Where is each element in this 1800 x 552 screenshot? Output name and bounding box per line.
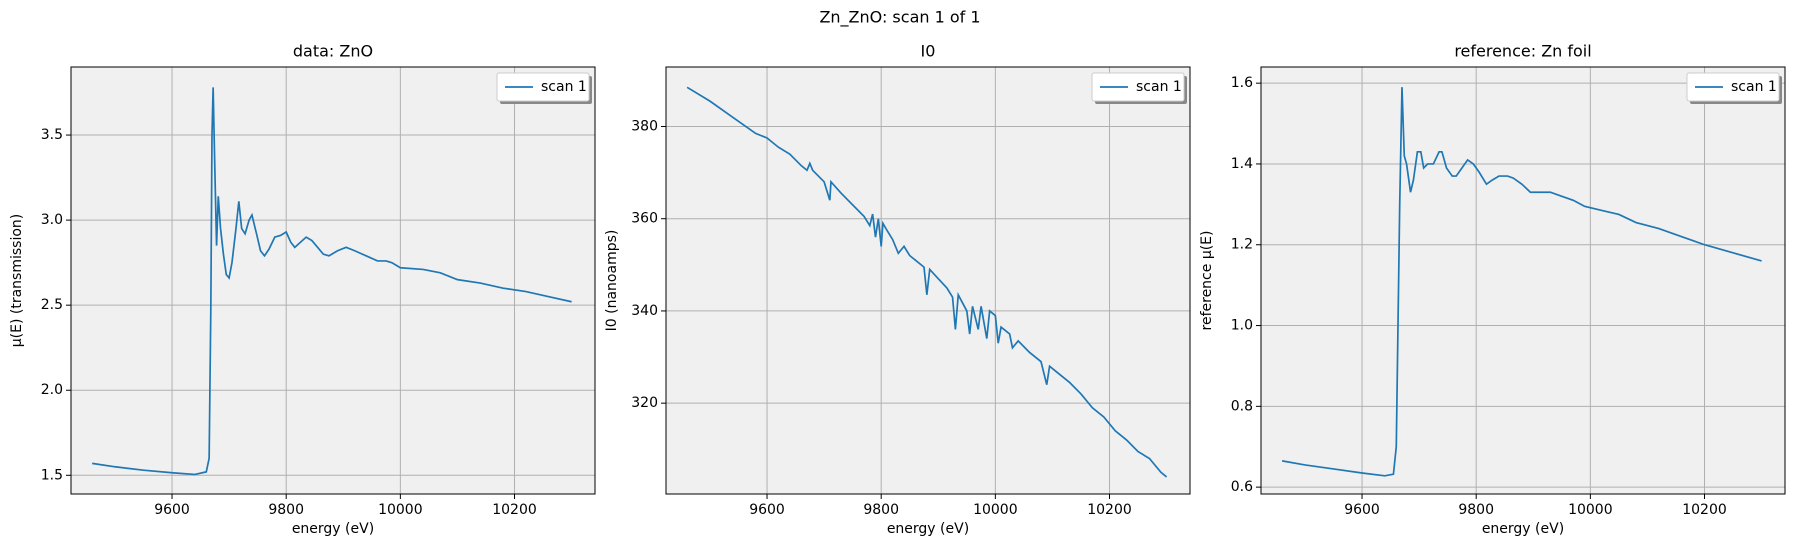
x-tick-label: 9800 — [1458, 502, 1494, 518]
data-line — [686, 86, 1168, 478]
x-tick-label: 9600 — [1344, 502, 1380, 518]
y-tick-label: 320 — [631, 395, 658, 411]
subplot: 9600 9800 10000 10200 0.6 0.8 1.0 1.2 1.4 1.6 refe… — [1199, 42, 1786, 537]
y-tick-label: 360 — [631, 211, 658, 227]
y-axis-label: reference μ(E) — [1199, 231, 1215, 331]
axes-frame — [1260, 66, 1786, 495]
y-tick-label: 1.6 — [1231, 75, 1253, 91]
y-tick-label: 1.0 — [1231, 318, 1253, 334]
x-axis-label: energy (eV) — [292, 521, 374, 537]
axes-frame — [665, 66, 1191, 495]
plot-area — [71, 67, 595, 494]
y-tick-label: 1.2 — [1231, 237, 1253, 253]
y-tick-label: 380 — [631, 118, 658, 134]
legend-label: scan 1 — [541, 79, 587, 95]
x-tick-label: 9600 — [749, 502, 785, 518]
x-tick-label: 10000 — [1568, 502, 1613, 518]
y-axis-label: μ(E) (transmission) — [9, 214, 25, 348]
x-tick-label: 10200 — [1682, 502, 1727, 518]
y-tick-label: 1.4 — [1231, 156, 1253, 172]
legend-label: scan 1 — [1136, 79, 1182, 95]
x-axis-label: energy (eV) — [1482, 521, 1564, 537]
x-tick-label: 10000 — [973, 502, 1018, 518]
y-tick-label: 1.5 — [41, 467, 63, 483]
legend — [1686, 72, 1780, 102]
data-line — [91, 87, 572, 476]
y-tick-label: 3.5 — [41, 127, 63, 143]
y-tick-label: 3.0 — [41, 212, 63, 228]
x-tick-label: 9600 — [154, 502, 190, 518]
x-tick-label: 10200 — [492, 502, 537, 518]
x-tick-label: 10000 — [378, 502, 423, 518]
subplot: 9600 9800 10000 10200 320 340 360 380 I0 energy (… — [604, 42, 1191, 537]
y-axis-label: I0 (nanoamps) — [604, 230, 620, 332]
legend — [1091, 72, 1185, 102]
y-tick-label: 2.5 — [41, 297, 63, 313]
y-tick-label: 0.8 — [1231, 398, 1253, 414]
y-tick-label: 2.0 — [41, 382, 63, 398]
figure-title: Zn_ZnO: scan 1 of 1 — [819, 8, 980, 28]
subplot: 9600 9800 10000 10200 1.5 2.0 2.5 3.0 3.5 data: Z… — [9, 42, 596, 537]
x-axis-label: energy (eV) — [887, 521, 969, 537]
axes-frame — [70, 66, 596, 495]
subplot-title: reference: Zn foil — [1454, 42, 1591, 61]
subplot-title: data: ZnO — [293, 42, 373, 61]
y-tick-label: 0.6 — [1231, 479, 1253, 495]
x-tick-label: 9800 — [863, 502, 899, 518]
y-tick-label: 340 — [631, 303, 658, 319]
x-tick-label: 10200 — [1087, 502, 1132, 518]
plot-area — [1261, 67, 1785, 494]
legend-label: scan 1 — [1731, 79, 1777, 95]
legend — [496, 72, 590, 102]
x-tick-label: 9800 — [268, 502, 304, 518]
data-line — [1281, 87, 1762, 477]
subplot-title: I0 — [921, 42, 936, 61]
